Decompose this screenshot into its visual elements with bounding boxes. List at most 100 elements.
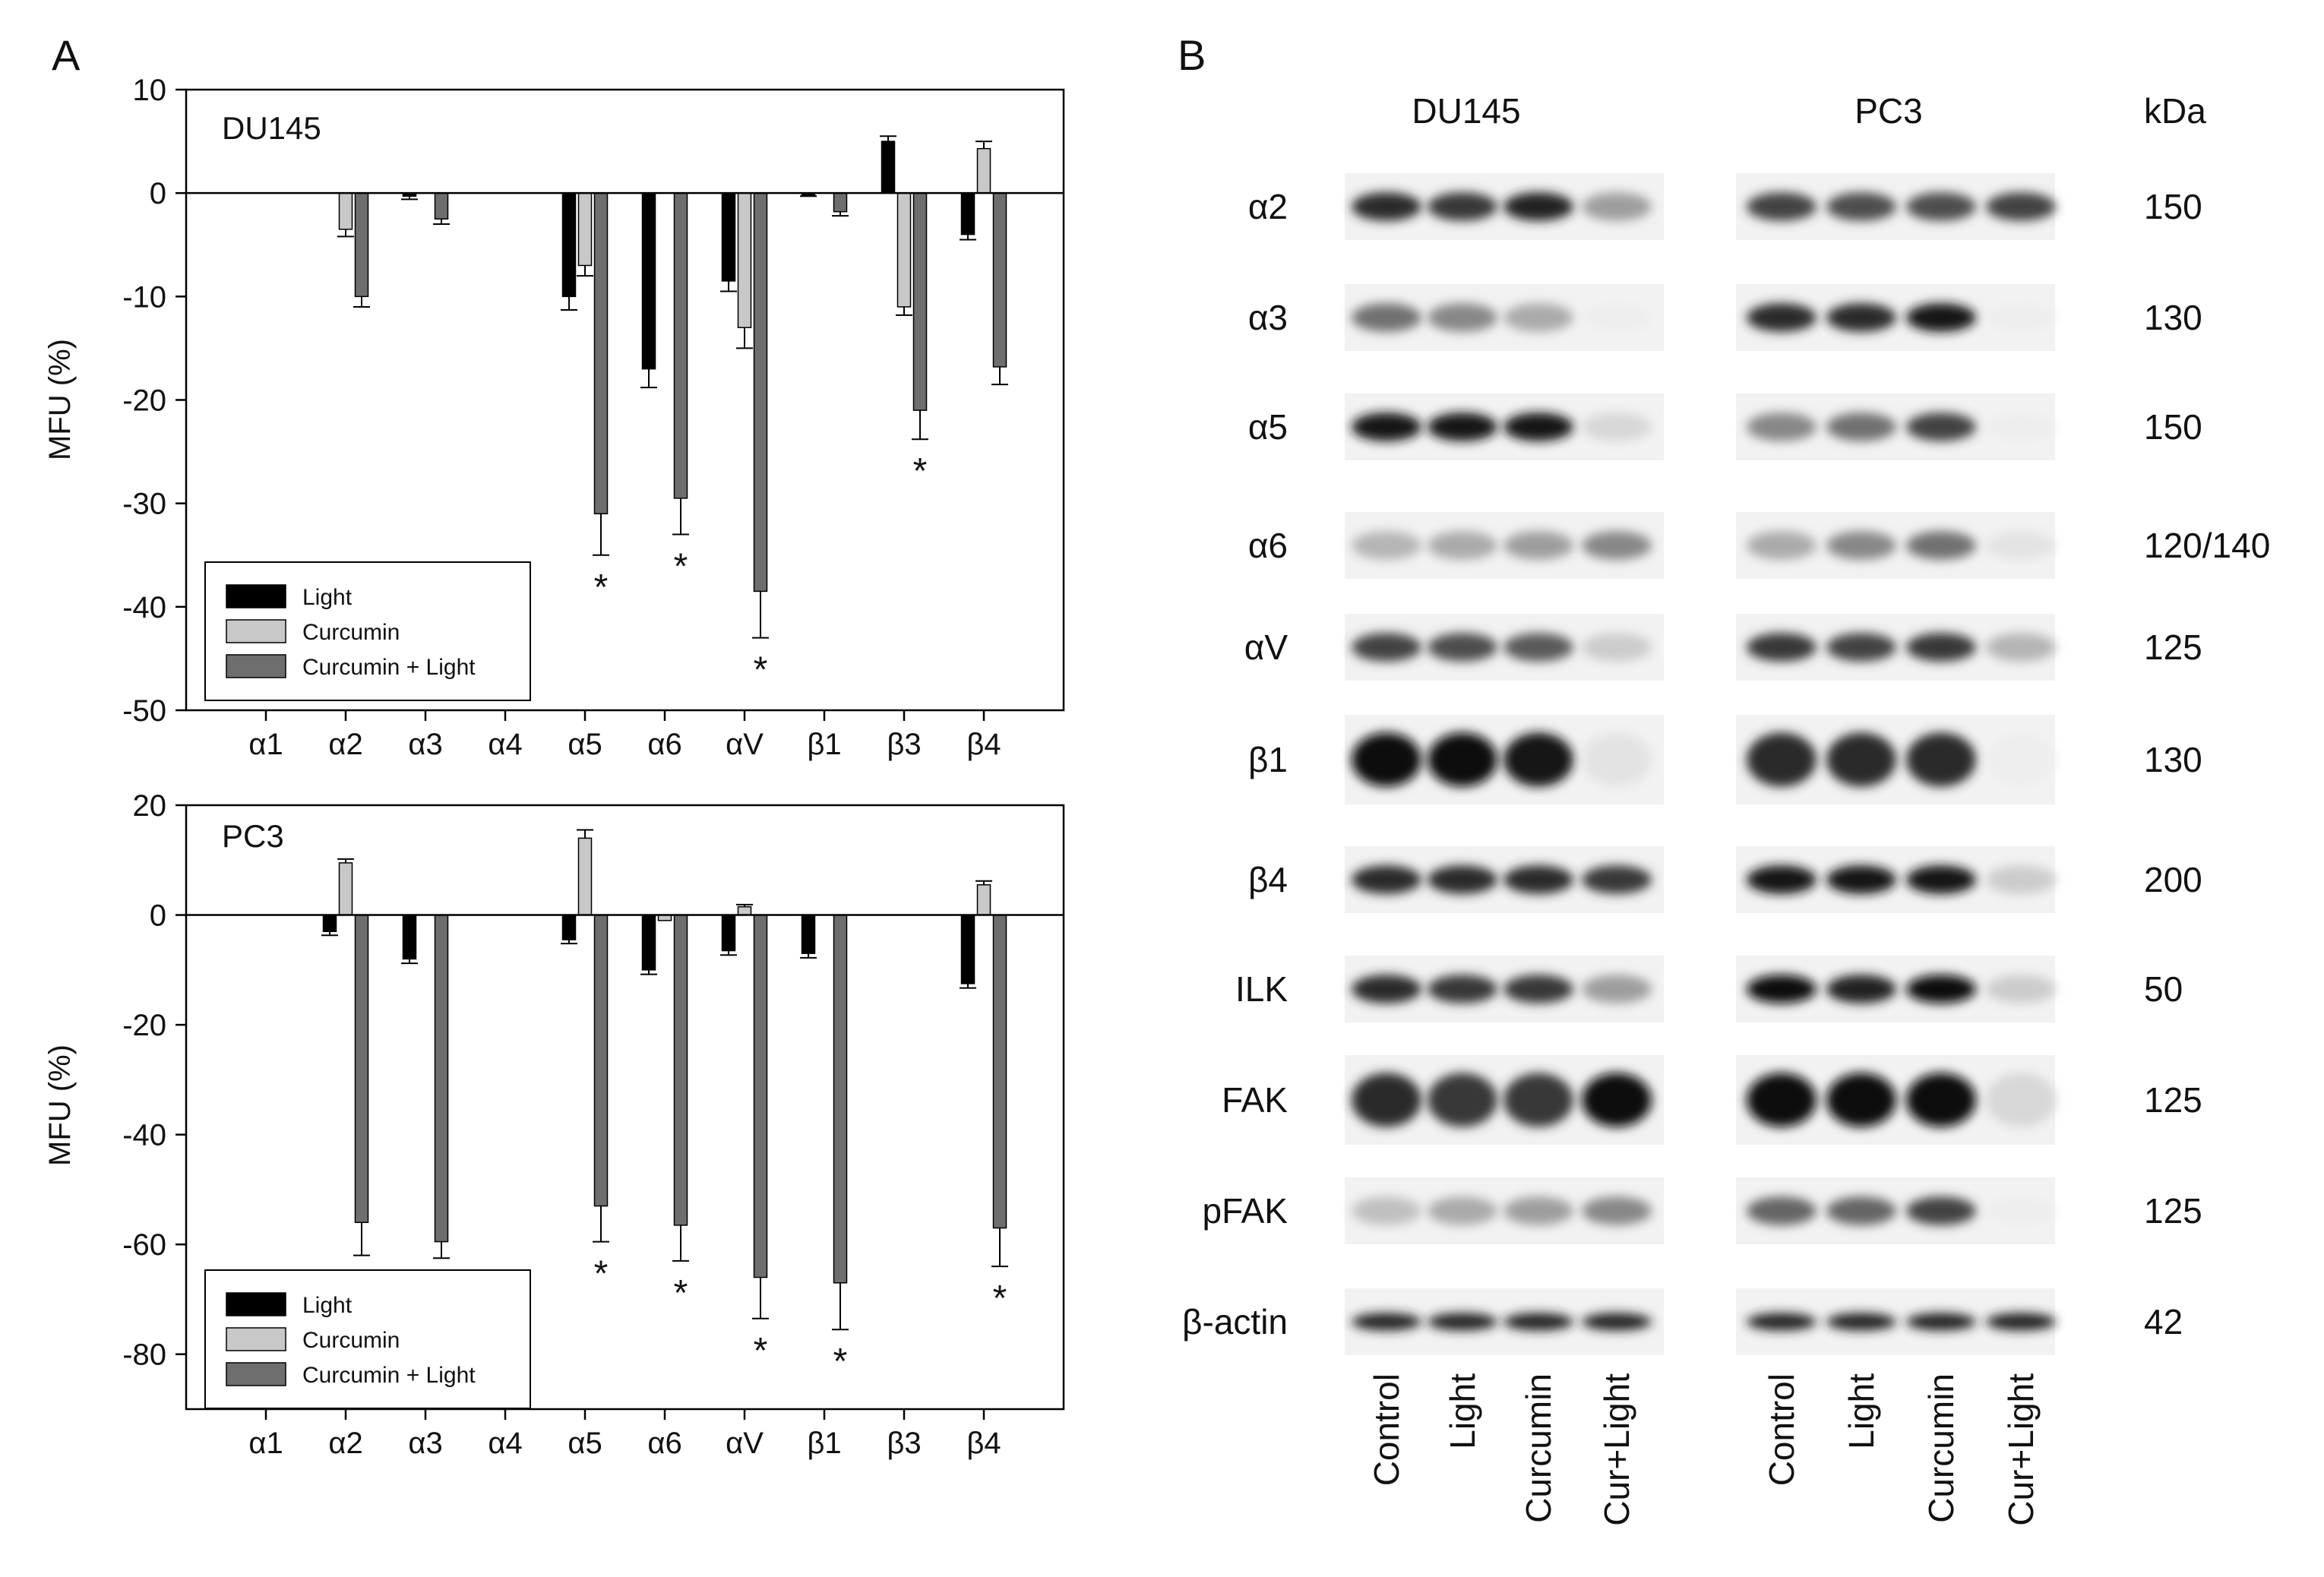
pc3-y-tick-label: -40	[122, 1119, 166, 1152]
blot-band-du145-alpha5-cur-light	[1582, 412, 1652, 441]
pc3-legend-label-light: Light	[302, 1293, 353, 1318]
blot-band-du145-alpha6-cur-light	[1582, 531, 1652, 560]
blot-protein-label-pfak: pFAK	[1202, 1191, 1288, 1231]
blot-band-pc3-beta4-light	[1826, 865, 1896, 894]
blot-row-alphav: αV 125	[1244, 614, 2202, 681]
du145-y-tick-label: -30	[122, 488, 166, 521]
blot-band-pc3-alpha2-curcumin	[1906, 192, 1976, 221]
du145-significance-mark-beta3: *	[913, 451, 928, 491]
pc3-bar-light-alpha2	[322, 914, 337, 932]
blot-band-du145-alphav-cur-light	[1582, 633, 1652, 662]
pc3-x-tick-label-alpha4: α4	[488, 1427, 522, 1460]
blot-band-du145-ilk-control	[1352, 975, 1421, 1003]
du145-x-tick-label-alpha1: α1	[248, 728, 283, 761]
pc3-significance-mark-alphav: *	[754, 1331, 768, 1371]
du145-y-axis-label: MFU (%)	[43, 339, 77, 460]
blot-band-pc3-ilk-light	[1826, 975, 1896, 1003]
pc3-significance-mark-beta4: *	[993, 1278, 1007, 1319]
blot-band-du145-alphav-control	[1352, 633, 1421, 662]
blot-band-pc3-fak-cur-light	[1986, 1073, 2056, 1127]
blot-band-pc3-alpha5-curcumin	[1906, 412, 1976, 441]
du145-y-ticks: 10 0 -10 -20 -30 -40 -50	[122, 74, 186, 728]
pc3-legend-swatch-curcumin	[226, 1327, 286, 1351]
blot-band-pc3-alpha3-cur-light	[1986, 303, 2056, 332]
du145-y-tick-label: -50	[122, 694, 166, 728]
pc3-y-tick-label: -80	[122, 1338, 166, 1372]
du145-legend-label-curcumin: Curcumin	[302, 620, 400, 645]
du145-bar-curcumin-light-alpha3	[434, 192, 449, 220]
pc3-y-tick-label: -60	[122, 1228, 166, 1262]
du145-y-tick-label: 0	[150, 177, 166, 210]
pc3-y-axis-label: MFU (%)	[43, 1044, 77, 1166]
blot-row-fak: FAK 125	[1222, 1055, 2202, 1145]
du145-x-tick-label-beta1: β1	[807, 728, 841, 761]
blot-band-pc3-pfak-light	[1826, 1196, 1896, 1225]
du145-significance-mark-alphav: *	[754, 650, 768, 691]
blot-lane-label-du145-light: Light	[1443, 1373, 1482, 1449]
pc3-bar-curcumin-light-alpha5	[593, 914, 609, 1207]
blot-band-pc3-alpha3-control	[1747, 303, 1817, 332]
blot-band-pc3-ilk-control	[1747, 975, 1817, 1003]
pc3-x-tick-label-beta3: β3	[887, 1427, 921, 1460]
pc3-x-tick-label-beta1: β1	[807, 1427, 841, 1460]
blot-protein-label-beta-actin: β-actin	[1182, 1302, 1288, 1342]
du145-bar-light-alpha6	[641, 192, 656, 370]
blot-band-pc3-pfak-control	[1747, 1196, 1817, 1225]
du145-x-tick-label-beta3: β3	[887, 728, 921, 761]
pc3-y-tick-label: -20	[122, 1009, 166, 1042]
blot-band-du145-ilk-light	[1428, 975, 1497, 1003]
blot-band-pc3-beta4-cur-light	[1986, 865, 2056, 894]
blot-rows: α2 150 α3 130 α5 150 α6 120/140 αV 125 β1 130 β4 200 I…	[1182, 173, 2270, 1355]
blot-kda-label-alpha2: 150	[2144, 187, 2202, 226]
blot-lane-label-pc3-light: Light	[1842, 1373, 1881, 1449]
pc3-bar-chart: PC3 MFU (%) 20 0 -20 -40 -60 -80 α1 α2 α3 α4 α5 α6…	[43, 789, 1065, 1460]
blot-band-du145-beta4-control	[1352, 865, 1421, 894]
du145-significance-mark-alpha6: *	[674, 547, 688, 587]
blot-band-du145-alpha5-light	[1428, 412, 1497, 441]
blot-band-pc3-fak-light	[1826, 1073, 1896, 1127]
du145-bar-curcumin-light-beta4	[992, 192, 1007, 368]
blot-kda-label-fak: 125	[2144, 1080, 2202, 1120]
blot-band-pc3-ilk-cur-light	[1986, 975, 2056, 1003]
blot-row-ilk: ILK 50	[1235, 956, 2183, 1022]
pc3-significance-mark-beta1: *	[833, 1342, 848, 1382]
blot-band-pc3-alpha2-light	[1826, 192, 1896, 221]
pc3-y-tick-label: 0	[150, 899, 166, 933]
pc3-bar-light-alphav	[721, 914, 736, 952]
pc3-bar-light-alpha6	[641, 914, 656, 971]
du145-x-tick-label-alphav: αV	[726, 728, 764, 761]
blot-lane-labels: Control Light Curcumin Cur+Light Control Ligh…	[1367, 1373, 2041, 1526]
blot-band-pc3-alpha3-curcumin	[1906, 303, 1976, 332]
du145-bar-light-alphav	[721, 192, 736, 282]
pc3-plot-frame	[185, 804, 1065, 1411]
blot-band-pc3-alpha6-curcumin	[1906, 531, 1976, 560]
western-blot-panel: DU145 PC3 kDa α2 150 α3 130 α5 150 α6 120/140 αV…	[1182, 91, 2270, 1526]
blot-band-du145-pfak-control	[1352, 1196, 1421, 1225]
blot-protein-label-alpha5: α5	[1248, 407, 1288, 447]
blot-row-alpha2: α2 150	[1248, 173, 2202, 240]
du145-y-tick-label: -40	[122, 591, 166, 624]
du145-bar-chart: DU145 MFU (%) 100-10-20-30-40-50 α1 α2 α3 α…	[43, 74, 1065, 761]
pc3-x-tick-label-alpha6: α6	[647, 1427, 681, 1460]
blot-band-pc3-beta-actin-curcumin	[1906, 1313, 1976, 1331]
blot-band-pc3-alpha3-light	[1826, 303, 1896, 332]
blot-band-du145-alphav-light	[1428, 633, 1497, 662]
du145-bar-curcumin-beta4	[976, 147, 991, 194]
blot-band-pc3-fak-curcumin	[1906, 1073, 1976, 1127]
blot-band-du145-beta-actin-control	[1352, 1313, 1421, 1331]
blot-band-du145-ilk-cur-light	[1582, 975, 1652, 1003]
blot-band-pc3-beta4-curcumin	[1906, 865, 1976, 894]
pc3-bars	[186, 837, 1064, 1284]
blot-cell-line-pc3: PC3	[1854, 91, 1922, 131]
blot-kda-label-beta4: 200	[2144, 860, 2202, 899]
pc3-x-ticks: α1 α2 α3 α4 α5 α6 αV β1 β3 β4	[248, 1409, 1001, 1460]
blot-band-du145-pfak-light	[1428, 1196, 1497, 1225]
blot-band-pc3-beta-actin-light	[1826, 1313, 1896, 1331]
blot-band-pc3-alpha5-control	[1747, 412, 1817, 441]
pc3-significance-mark-alpha5: *	[594, 1254, 609, 1294]
pc3-y-tick-label: 20	[133, 789, 167, 823]
du145-x-tick-label-alpha2: α2	[328, 728, 362, 761]
blot-band-pc3-beta1-curcumin	[1906, 732, 1976, 787]
blot-protein-label-alpha3: α3	[1248, 298, 1288, 337]
pc3-bar-curcumin-light-beta4	[992, 914, 1007, 1229]
